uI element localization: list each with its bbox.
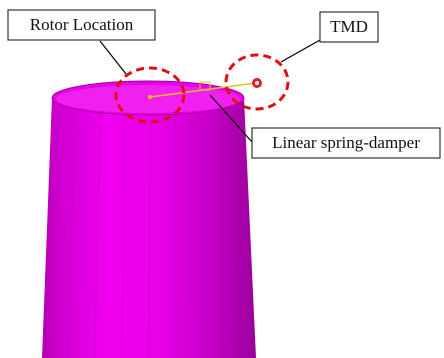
tower <box>42 81 256 358</box>
label-rotor: Rotor Location <box>8 10 155 40</box>
label-spring: Linear spring-damper <box>252 128 440 158</box>
label-text: Linear spring-damper <box>272 133 420 152</box>
label-text: TMD <box>330 17 368 36</box>
label-text: Rotor Location <box>30 15 134 34</box>
label-tmd: TMD <box>320 12 378 42</box>
diagram: Rotor Location TMD Linear spring-damper <box>0 0 444 358</box>
